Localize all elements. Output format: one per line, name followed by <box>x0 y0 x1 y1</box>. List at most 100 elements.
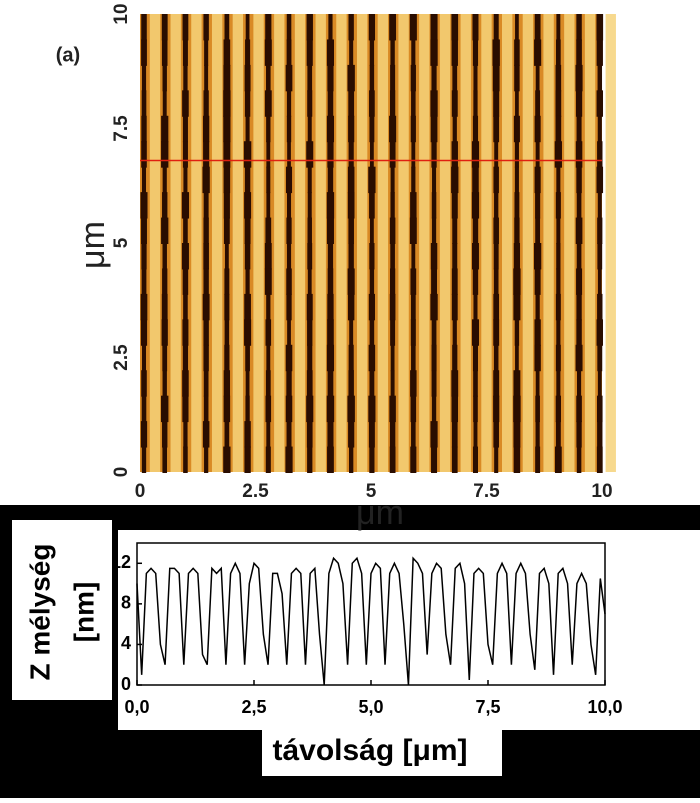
x-tick-label: 2.5 <box>242 481 269 502</box>
stripe-dark <box>348 90 355 117</box>
stripe-dark <box>534 166 541 194</box>
stripe-dark <box>264 243 272 270</box>
stripe-dark <box>368 14 376 41</box>
stripe-dark <box>161 293 168 321</box>
stripe-light <box>481 14 492 472</box>
stripe-dark <box>431 370 437 397</box>
stripe-dark <box>307 192 312 219</box>
stripe-dark <box>223 192 230 219</box>
stripe-dark <box>203 268 209 295</box>
stripe-dark <box>596 395 603 423</box>
stripe-light <box>522 14 534 472</box>
stripe-dark <box>348 243 354 270</box>
stripe-dark <box>327 268 334 295</box>
stripe-dark <box>452 344 458 372</box>
stripe-dark <box>307 319 313 346</box>
stripe-dark <box>224 344 230 372</box>
stripe-dark <box>182 39 188 66</box>
stripe-dark <box>472 268 479 295</box>
stripe-dark <box>472 166 479 194</box>
x-tick-label: 0 <box>135 481 146 502</box>
stripe-dark <box>369 268 375 295</box>
stripe-dark <box>141 90 147 117</box>
stripe-dark <box>348 421 355 448</box>
stripe-dark <box>327 166 334 194</box>
stripe-dark <box>597 293 603 321</box>
stripe-dark <box>390 344 395 372</box>
stripe-dark <box>451 446 458 473</box>
stripe-dark <box>326 192 335 219</box>
stripe-dark <box>431 141 437 168</box>
stripe-dark <box>410 446 417 473</box>
stripe-dark <box>307 446 313 473</box>
stripe-dark <box>410 370 417 397</box>
stripe-dark <box>596 319 604 346</box>
stripe-dark <box>596 446 603 473</box>
stripe-dark <box>555 344 561 372</box>
stripe-dark <box>576 446 582 473</box>
stripe-dark <box>286 268 292 295</box>
stripe-dark <box>409 14 417 41</box>
stripe-dark <box>266 141 271 168</box>
stripe-dark <box>141 115 147 143</box>
stripe-dark <box>223 39 231 66</box>
stripe-dark <box>285 344 293 372</box>
stripe-dark <box>245 344 250 372</box>
stripe-dark <box>162 446 168 473</box>
plot-panel <box>118 530 700 730</box>
stripe-dark <box>576 166 582 194</box>
stripe-light <box>315 14 326 472</box>
stripe-dark <box>492 64 500 92</box>
stripe-dark <box>410 192 417 219</box>
stripe-dark <box>410 293 416 321</box>
stripe-dark <box>348 141 354 168</box>
stripe-dark <box>141 344 147 372</box>
stripe-dark <box>326 217 334 244</box>
stripe-dark <box>555 395 561 423</box>
stripe-dark <box>513 370 521 397</box>
stripe-dark <box>368 344 376 372</box>
stripe-dark <box>266 192 271 219</box>
stripe-dark <box>472 446 479 473</box>
stripe-dark <box>162 192 168 219</box>
stripe-dark <box>265 446 271 473</box>
stripe-dark <box>494 141 499 168</box>
stripe-dark <box>348 14 354 41</box>
stripe-dark <box>326 344 335 372</box>
stripe-dark <box>575 344 583 372</box>
stripe-dark <box>245 370 250 397</box>
stripe-dark <box>389 421 396 448</box>
stripe-dark <box>555 90 562 117</box>
stripe-dark <box>306 370 313 397</box>
stripe-dark <box>597 115 602 143</box>
stripe-dark <box>286 293 292 321</box>
stripe-dark <box>535 293 540 321</box>
stripe-dark <box>575 90 583 117</box>
stripe-dark <box>514 39 520 66</box>
stripe-dark <box>513 115 520 143</box>
stripe-dark <box>349 39 354 66</box>
stripe-dark <box>432 166 437 194</box>
stripe-dark <box>368 293 375 321</box>
stripe-dark <box>266 64 271 92</box>
stripe-dark <box>493 293 500 321</box>
stripe-dark <box>451 166 459 194</box>
stripe-dark <box>472 115 479 143</box>
stripe-dark <box>411 166 416 194</box>
stripe-dark <box>327 370 334 397</box>
stripe-dark <box>411 141 416 168</box>
stripe-dark <box>534 39 542 66</box>
stripe-dark <box>471 192 480 219</box>
stripe-dark <box>409 217 417 244</box>
stripe-dark <box>535 395 540 423</box>
stripe-light <box>439 14 451 472</box>
stripe-dark <box>203 344 209 372</box>
y-axis-label: Z mélység <box>24 544 55 681</box>
stripe-dark <box>431 192 437 219</box>
y-tick-label: 8 <box>121 593 131 613</box>
stripe-dark <box>493 370 500 397</box>
stripe-dark <box>535 370 540 397</box>
stripe-dark <box>493 421 499 448</box>
stripe-dark <box>244 192 252 219</box>
stripe-dark <box>452 319 457 346</box>
